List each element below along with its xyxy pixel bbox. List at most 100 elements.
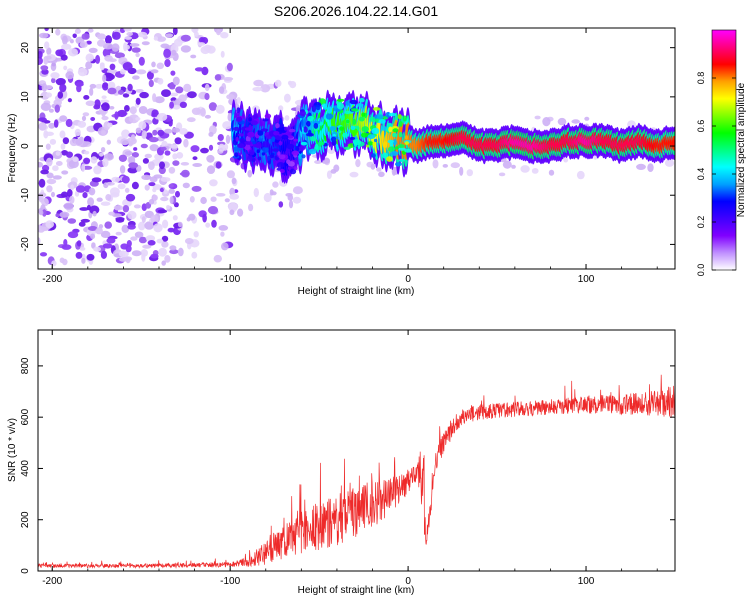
noise-blob bbox=[138, 236, 147, 244]
noise-blob bbox=[51, 191, 55, 198]
noise-blob bbox=[292, 186, 303, 195]
noise-blob bbox=[61, 170, 69, 175]
noise-blob bbox=[172, 160, 180, 166]
noise-blob bbox=[226, 94, 235, 100]
noise-blob bbox=[222, 121, 233, 130]
noise-blob bbox=[180, 45, 191, 53]
noise-blob bbox=[169, 196, 174, 205]
noise-blob bbox=[60, 43, 72, 50]
signal-blob bbox=[398, 121, 403, 127]
noise-blob bbox=[180, 162, 190, 166]
noise-blob bbox=[109, 106, 115, 110]
noise-blob bbox=[218, 225, 229, 231]
noise-blob bbox=[44, 28, 49, 32]
noise-blob bbox=[200, 196, 207, 205]
signal-blob bbox=[262, 146, 269, 153]
noise-blob bbox=[169, 249, 179, 255]
noise-blob bbox=[62, 35, 68, 45]
signal-blob bbox=[377, 114, 384, 120]
noise-blob bbox=[178, 94, 187, 102]
noise-blob bbox=[218, 86, 225, 94]
noise-blob bbox=[237, 208, 244, 217]
signal-blob bbox=[301, 154, 306, 159]
noise-blob bbox=[87, 28, 94, 33]
noise-blob bbox=[133, 147, 138, 151]
signal-blob bbox=[340, 114, 345, 121]
noise-blob bbox=[193, 231, 199, 238]
noise-blob bbox=[152, 194, 158, 201]
noise-blob bbox=[74, 190, 80, 197]
signal-blob bbox=[286, 143, 295, 150]
noise-blob bbox=[209, 179, 218, 187]
noise-blob bbox=[571, 119, 580, 124]
noise-blob bbox=[61, 244, 72, 250]
x-tick-label: -100 bbox=[220, 576, 240, 587]
noise-blob bbox=[179, 171, 190, 176]
noise-blob bbox=[48, 108, 54, 113]
signal-blob bbox=[243, 159, 248, 165]
noise-blob bbox=[146, 71, 154, 80]
snr-x-axis-label: Height of straight line (km) bbox=[298, 585, 415, 596]
noise-blob bbox=[228, 202, 238, 212]
signal-blob bbox=[315, 104, 321, 111]
noise-blob bbox=[101, 116, 109, 121]
snr-x-axis: -200 -100 0 100 bbox=[42, 330, 658, 587]
noise-blob bbox=[172, 104, 181, 110]
noise-blob bbox=[664, 159, 675, 167]
noise-blob bbox=[139, 91, 149, 99]
noise-blob bbox=[165, 33, 174, 38]
noise-blob bbox=[226, 62, 233, 72]
noise-blob bbox=[122, 62, 133, 71]
signal-blob bbox=[398, 144, 405, 148]
noise-blob bbox=[260, 84, 271, 93]
signal-blob bbox=[366, 144, 370, 148]
noise-blob bbox=[192, 156, 198, 161]
noise-blob bbox=[65, 71, 74, 80]
noise-blob bbox=[145, 235, 156, 242]
signal-blob bbox=[297, 146, 306, 152]
signal-blob bbox=[373, 138, 378, 143]
noise-blob bbox=[229, 193, 240, 200]
noise-blob bbox=[130, 134, 136, 142]
noise-blob bbox=[148, 161, 155, 171]
signal-blob bbox=[350, 125, 356, 131]
noise-blob bbox=[192, 163, 203, 167]
noise-blob bbox=[200, 147, 209, 154]
signal-blob bbox=[260, 128, 269, 132]
noise-blob bbox=[55, 28, 61, 36]
noise-blob bbox=[38, 195, 42, 200]
y-tick-label: 200 bbox=[20, 511, 31, 528]
signal-blob bbox=[278, 154, 286, 160]
noise-blob bbox=[151, 61, 156, 68]
chart-title: S206.2026.104.22.14.G01 bbox=[274, 3, 438, 19]
noise-blob bbox=[92, 210, 97, 217]
noise-blob bbox=[124, 105, 130, 112]
noise-blob bbox=[44, 41, 50, 49]
signal-blob bbox=[262, 141, 270, 148]
noise-blob bbox=[157, 209, 168, 214]
noise-blob bbox=[38, 237, 41, 245]
noise-blob bbox=[45, 220, 54, 229]
signal-blob bbox=[275, 123, 280, 129]
noise-blob bbox=[208, 102, 217, 111]
noise-blob bbox=[127, 224, 136, 230]
noise-blob bbox=[148, 136, 159, 143]
noise-blob bbox=[180, 34, 191, 42]
signal-blob bbox=[267, 155, 271, 161]
noise-blob bbox=[85, 61, 93, 70]
noise-blob bbox=[89, 205, 100, 215]
noise-blob bbox=[327, 148, 335, 154]
noise-blob bbox=[153, 36, 159, 41]
noise-blob bbox=[100, 147, 106, 153]
noise-blob bbox=[102, 158, 109, 167]
noise-blob bbox=[86, 253, 95, 261]
signal-blob bbox=[250, 120, 258, 126]
noise-blob bbox=[156, 238, 164, 244]
noise-blob bbox=[175, 190, 180, 198]
noise-blob bbox=[132, 75, 140, 80]
y-tick-label: -20 bbox=[20, 237, 31, 252]
noise-blob bbox=[502, 160, 512, 169]
noise-blob bbox=[231, 177, 237, 185]
noise-blob bbox=[542, 117, 551, 127]
noise-blob bbox=[99, 62, 105, 67]
